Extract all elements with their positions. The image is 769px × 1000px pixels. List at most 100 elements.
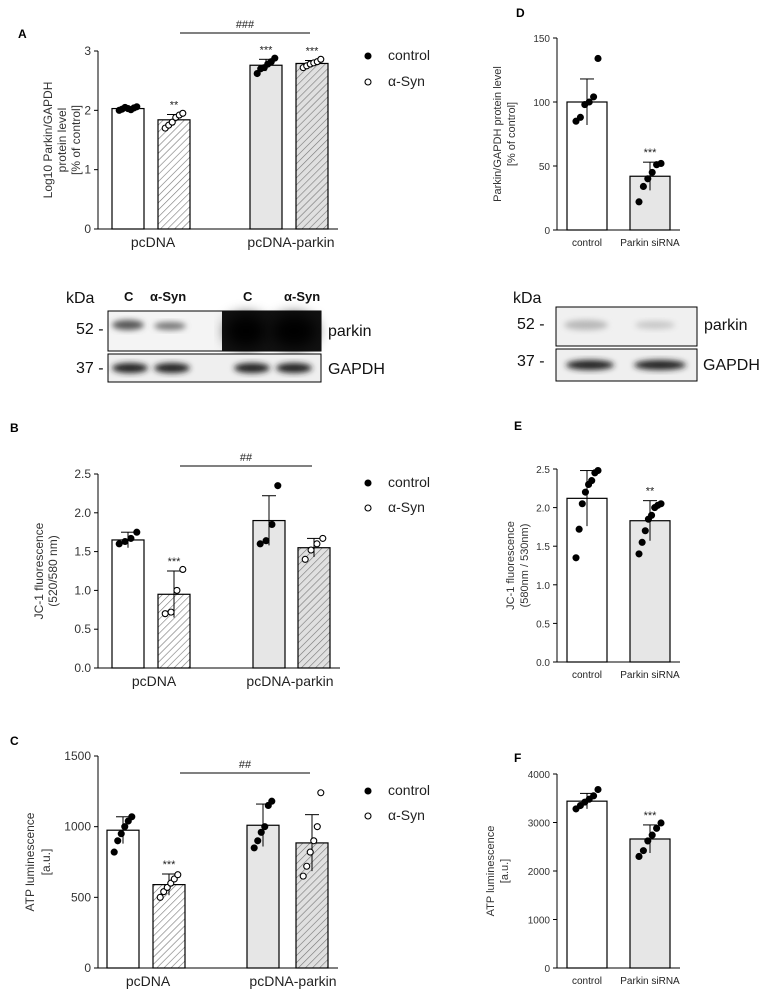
legend-label: control	[388, 474, 430, 490]
blot-band	[566, 360, 614, 370]
blot-band	[226, 315, 266, 347]
bar	[629, 520, 671, 663]
x-category-label: control	[572, 976, 602, 987]
y-axis-label: protein level	[55, 108, 69, 173]
y-axis-label: JC-1 fluorescence	[505, 521, 517, 610]
western-blot-right: kDa 52 - 37 - parkin GAPDH	[513, 290, 760, 382]
x-category-label: Parkin siRNA	[620, 670, 680, 681]
legend-marker-open	[364, 504, 372, 512]
panel-label-b: B	[10, 421, 19, 435]
data-point	[644, 175, 652, 183]
y-axis-label: ATP luminescence	[23, 812, 37, 911]
legend-marker-filled	[364, 52, 372, 60]
data-point	[635, 852, 643, 861]
chart-panel-a: 0 1 2 3 Log10 Parkin/GAPDH protein level [% of…	[41, 19, 430, 250]
bar	[629, 838, 671, 969]
data-point	[261, 823, 269, 831]
blot-right-protein: parkin	[704, 317, 748, 334]
data-point	[306, 848, 314, 856]
data-point	[110, 848, 118, 856]
y-tick-label: 100	[533, 98, 550, 109]
significance-label: **	[170, 99, 179, 111]
y-tick-label: 1.0	[536, 581, 550, 592]
bar	[297, 547, 331, 669]
data-point	[319, 534, 327, 542]
data-point	[594, 466, 602, 475]
y-axis-label: JC-1 fluorescence	[32, 522, 46, 619]
blot-left-marker-52: 52 -	[76, 321, 104, 338]
data-point	[639, 182, 647, 191]
y-tick-label: 0	[544, 964, 550, 975]
data-point	[156, 893, 164, 901]
chart-panel-b: 0.0 0.5 1.0 1.5 2.0 2.5 JC-1 fluorescence (520/…	[32, 452, 430, 689]
data-point	[648, 168, 656, 176]
blot-band	[276, 363, 312, 373]
y-tick-label: 3000	[528, 819, 551, 830]
y-tick-label: 500	[71, 890, 91, 904]
data-point	[310, 837, 318, 845]
y-axis-label: [% of control]	[69, 105, 83, 175]
blot-band	[154, 322, 186, 330]
data-point	[594, 785, 602, 794]
x-category-label: pcDNA	[131, 234, 176, 250]
blot-left-protein: parkin	[328, 323, 372, 340]
blot-right-loading: GAPDH	[703, 357, 760, 374]
data-point	[128, 813, 136, 821]
y-tick-label: 50	[539, 162, 551, 173]
data-point	[117, 830, 125, 838]
data-point	[114, 837, 122, 845]
data-point	[590, 792, 598, 800]
y-tick-label: 0.0	[536, 658, 550, 669]
data-point	[307, 546, 315, 554]
blot-band	[154, 363, 190, 373]
chart-panel-f: 0 1000 2000 3000 4000 ATP luminescence [a.u.] c…	[485, 770, 680, 987]
blot-band	[112, 320, 144, 330]
blot-band	[635, 321, 675, 329]
data-point	[274, 482, 282, 490]
significance-label: ***	[306, 45, 320, 57]
data-point	[648, 511, 656, 519]
data-point	[572, 117, 580, 125]
y-axis-label: [% of control]	[506, 102, 518, 166]
data-point	[179, 109, 187, 117]
blot-band	[234, 363, 270, 373]
y-axis-label: (580nm / 530nm)	[519, 524, 531, 608]
data-point	[578, 500, 586, 508]
panel-label-a: A	[18, 27, 27, 41]
bar	[111, 539, 145, 669]
data-point	[657, 819, 665, 827]
data-point	[179, 565, 187, 573]
y-tick-label: 0.5	[74, 622, 91, 636]
y-tick-label: 0	[544, 226, 550, 237]
y-tick-label: 0.0	[74, 661, 91, 675]
data-point	[121, 823, 129, 831]
bar	[295, 62, 329, 230]
data-point	[648, 831, 656, 839]
data-point	[576, 113, 584, 121]
y-axis-label: ATP luminescence	[485, 826, 497, 917]
legend-marker-open	[364, 78, 372, 86]
y-tick-label: 0.5	[536, 619, 550, 630]
significance-label: ***	[168, 556, 182, 568]
data-point	[590, 93, 598, 101]
y-tick-label: 2.5	[536, 465, 550, 476]
data-point	[161, 610, 169, 618]
y-tick-label: 1000	[528, 916, 551, 927]
legend-marker-filled	[364, 787, 372, 795]
x-category-label: control	[572, 238, 602, 249]
y-tick-label: 2000	[528, 867, 551, 878]
data-point	[639, 847, 647, 855]
data-point	[268, 520, 276, 528]
data-point	[657, 159, 665, 167]
bar	[157, 119, 191, 230]
legend-label: α-Syn	[388, 807, 425, 823]
data-point	[301, 555, 309, 563]
significance-label: ***	[260, 44, 274, 56]
data-point	[635, 198, 643, 206]
legend-marker-filled	[364, 479, 372, 487]
y-axis-label: Log10 Parkin/GAPDH	[41, 82, 55, 199]
data-point	[250, 844, 258, 852]
legend-marker-open	[364, 812, 372, 820]
comparison-label: ##	[239, 759, 252, 771]
